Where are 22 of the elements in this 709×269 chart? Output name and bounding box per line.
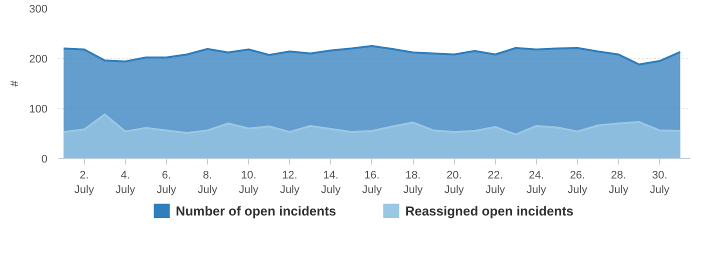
legend-label: Number of open incidents [176, 203, 336, 218]
y-tick-label: 0 [41, 154, 48, 166]
x-tick-label: 26. July [568, 170, 588, 196]
x-tick-label: 16. July [362, 170, 382, 196]
y-tick-label: 300 [29, 4, 48, 16]
x-tick-label: 20. July [444, 170, 464, 196]
x-tick-label: 2. July [74, 170, 94, 196]
y-tick-label: 100 [29, 104, 48, 116]
x-tick-label: 14. July [321, 170, 342, 196]
x-tick-label: 28. July [608, 170, 629, 196]
x-tick-label: 30. July [650, 170, 670, 196]
x-tick-label: 18. July [403, 170, 424, 196]
y-tick-label: 200 [29, 54, 48, 66]
legend-label: Reassigned open incidents [405, 203, 574, 218]
x-tick-label: 12. July [280, 170, 300, 196]
x-tick-label: 24. July [526, 170, 547, 196]
x-tick-label: 8. July [198, 170, 218, 196]
x-tick-label: 10. July [238, 170, 259, 196]
x-tick-label: 4. July [116, 170, 136, 196]
x-tick-label: 6. July [156, 170, 177, 196]
x-tick-label: 22. July [485, 170, 506, 196]
y-axis-title: # [9, 80, 22, 87]
